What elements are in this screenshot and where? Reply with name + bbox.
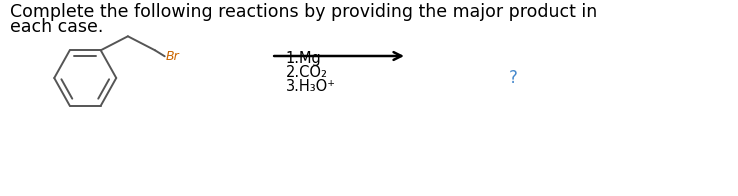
Text: ?: ? [509,69,518,87]
Text: Complete the following reactions by providing the major product in: Complete the following reactions by prov… [10,3,597,21]
Text: 1.Mg: 1.Mg [286,51,322,66]
Text: 3.H₃O⁺: 3.H₃O⁺ [286,79,336,94]
Text: each case.: each case. [10,18,103,36]
Text: Br: Br [165,50,179,63]
Text: 2.CO₂: 2.CO₂ [286,65,328,80]
